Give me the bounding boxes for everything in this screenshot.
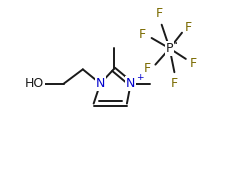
- Text: F: F: [156, 7, 163, 20]
- Text: F: F: [139, 28, 146, 41]
- Text: HO: HO: [24, 77, 44, 90]
- Text: ·: ·: [174, 37, 178, 51]
- Text: F: F: [190, 57, 197, 70]
- Text: P: P: [166, 42, 173, 55]
- Text: F: F: [144, 62, 151, 75]
- Text: F: F: [185, 21, 192, 34]
- Text: +: +: [136, 73, 143, 82]
- Text: F: F: [171, 77, 178, 90]
- Text: N: N: [96, 77, 105, 90]
- Text: N: N: [126, 77, 136, 90]
